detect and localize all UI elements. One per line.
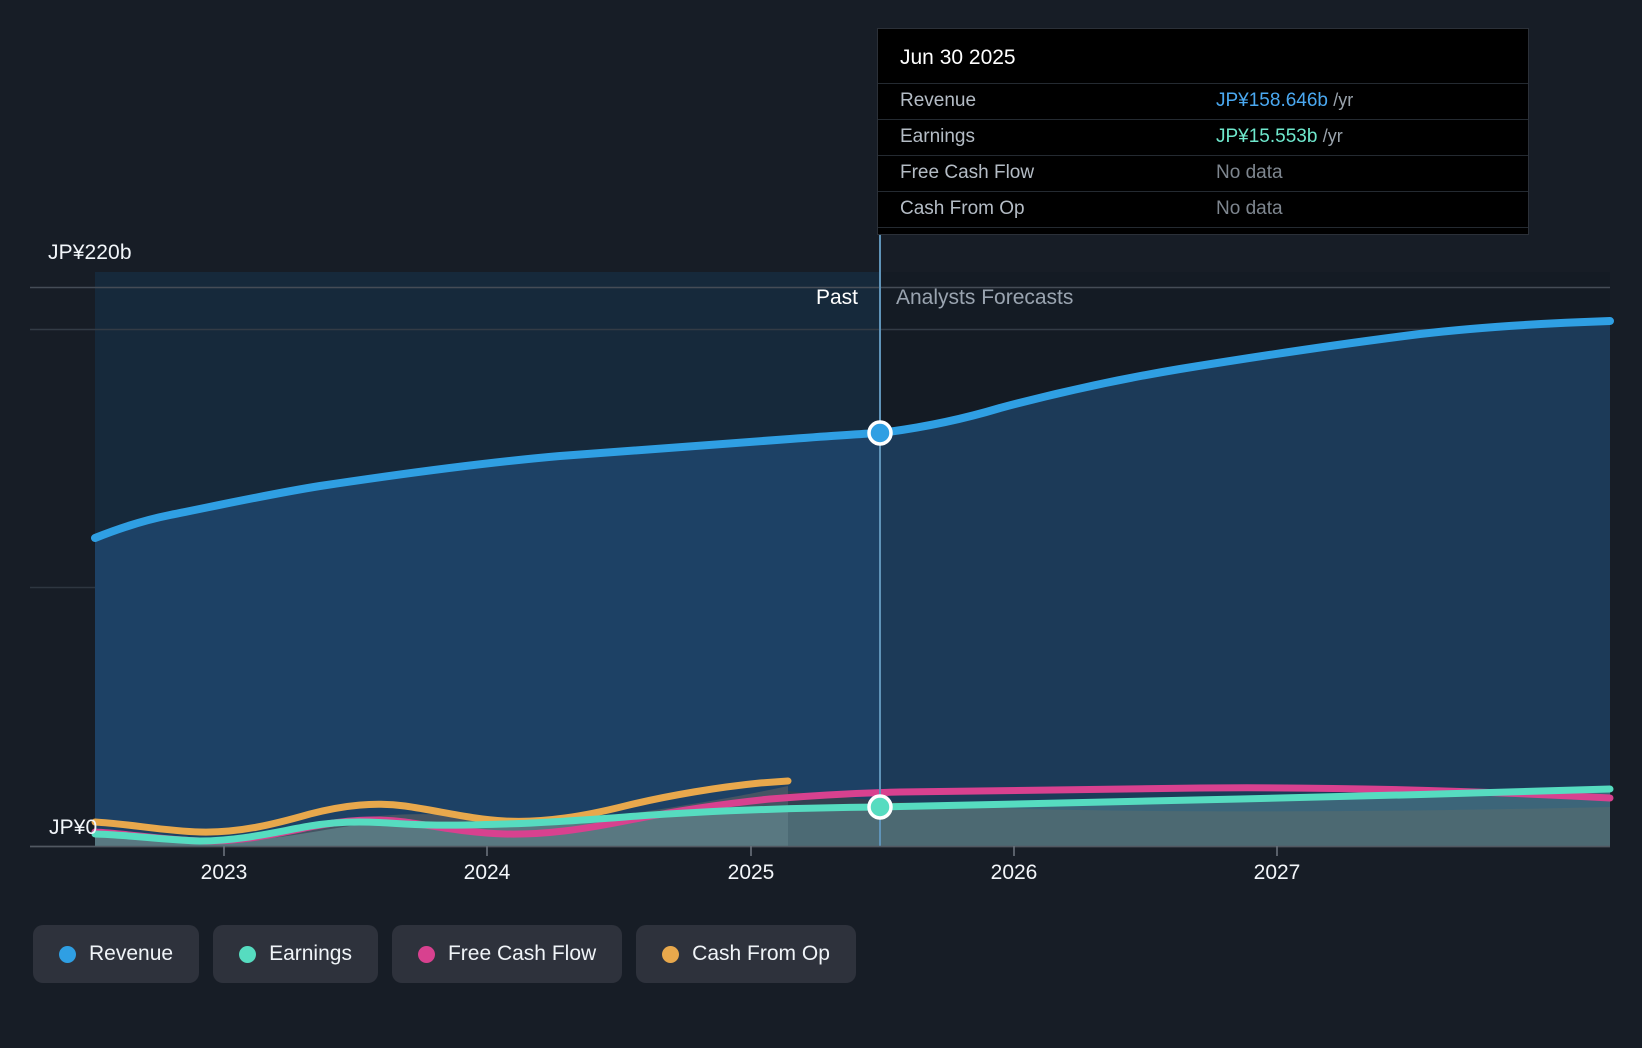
legend-item-earnings[interactable]: Earnings [213, 925, 378, 983]
x-axis-label-2025: 2025 [727, 861, 775, 884]
tooltip-label-cash-from-op: Cash From Op [900, 198, 1025, 219]
tooltip-row-revenue: Revenue JP¥158.646b /yr [878, 83, 1528, 119]
chart-legend: Revenue Earnings Free Cash Flow Cash Fro… [33, 925, 856, 983]
y-axis-zero-label: JP¥0 [49, 816, 98, 839]
forecast-band-label: Analysts Forecasts [896, 286, 1074, 309]
revenue-color-dot [59, 945, 76, 963]
tooltip-row-free-cash-flow: Free Cash Flow No data [878, 155, 1528, 191]
cash-from-op-line [91, 777, 792, 836]
x-axis-ticks [223, 846, 1278, 856]
legend-label-revenue: Revenue [89, 942, 174, 965]
tooltip-amount-revenue: JP¥158.646b [1216, 90, 1328, 111]
tooltip-label-revenue: Revenue [900, 90, 977, 111]
tooltip-unit-revenue: /yr [1333, 90, 1354, 110]
earnings-line [91, 785, 1614, 845]
tooltip-value-earnings: JP¥15.553b /yr [1216, 126, 1506, 148]
legend-label-cash-from-op: Cash From Op [692, 942, 830, 965]
data-tooltip: Jun 30 2025 Revenue JP¥158.646b /yr Earn… [877, 28, 1529, 235]
cash-from-op-color-dot [662, 945, 680, 963]
tooltip-value-free-cash-flow: No data [1216, 162, 1283, 183]
x-axis-label-2026: 2026 [990, 861, 1038, 884]
earnings-color-dot [239, 945, 257, 963]
lower-series-past-shade [95, 786, 788, 846]
lower-series-forecast-shade [788, 791, 1610, 846]
x-axis-label-2024: 2024 [463, 861, 511, 884]
legend-label-earnings: Earnings [269, 942, 352, 965]
tooltip-row-earnings: Earnings JP¥15.553b /yr [878, 119, 1528, 155]
legend-item-revenue[interactable]: Revenue [33, 925, 200, 983]
legend-label-free-cash-flow: Free Cash Flow [447, 942, 597, 965]
y-axis-max-label: JP¥220b [48, 241, 132, 264]
free-cash-flow-color-dot [417, 945, 435, 963]
tooltip-date: Jun 30 2025 [900, 46, 1016, 69]
revenue-area-forecast [880, 321, 1610, 846]
tooltip-amount-earnings: JP¥15.553b [1216, 126, 1318, 147]
tooltip-unit-earnings: /yr [1322, 126, 1343, 146]
tooltip-label-earnings: Earnings [900, 126, 975, 147]
tooltip-row-cash-from-op: Cash From Op No data [878, 191, 1528, 228]
x-axis-label-2027: 2027 [1253, 861, 1301, 884]
tooltip-label-free-cash-flow: Free Cash Flow [900, 162, 1035, 183]
earnings-data-marker[interactable] [867, 794, 893, 820]
revenue-line [91, 317, 1614, 542]
past-band-label: Past [816, 286, 859, 309]
tooltip-value-cash-from-op: No data [1216, 198, 1283, 219]
x-axis-label-2023: 2023 [200, 861, 248, 884]
legend-item-free-cash-flow[interactable]: Free Cash Flow [391, 925, 623, 983]
revenue-data-marker[interactable] [867, 420, 893, 446]
revenue-area-past [95, 433, 880, 846]
legend-item-cash-from-op[interactable]: Cash From Op [636, 925, 856, 983]
tooltip-value-revenue: JP¥158.646b /yr [1216, 90, 1506, 112]
